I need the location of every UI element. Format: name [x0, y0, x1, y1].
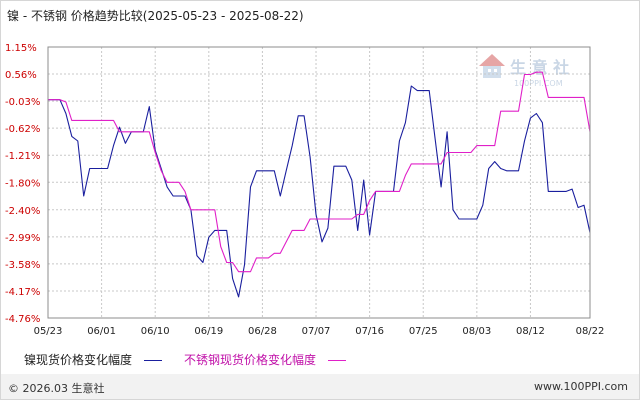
y-tick-label: -3.58% — [5, 260, 40, 271]
legend-nickel-swatch — [144, 360, 163, 361]
y-tick-label: -2.99% — [5, 233, 40, 244]
x-tick-label: 08/12 — [516, 326, 545, 337]
series-lines — [48, 71, 591, 298]
y-tick-label: -4.17% — [5, 287, 40, 298]
x-tick-label: 06/28 — [248, 326, 277, 337]
x-tick-label: 06/10 — [141, 326, 170, 337]
y-tick-label: -1.80% — [5, 178, 40, 189]
y-tick-label: 0.56% — [5, 70, 37, 81]
grid — [47, 46, 591, 319]
watermark-url: 100PPI.COM — [514, 79, 563, 88]
x-tick-label: 07/25 — [409, 326, 438, 337]
x-axis-ticks: 05/23 06/01 06/10 06/19 06/28 07/07 07/16 07/25… — [34, 326, 605, 337]
y-tick-label: 1.15% — [5, 43, 37, 54]
y-tick-label: -0.62% — [5, 124, 40, 135]
nickel-series-line — [48, 85, 591, 298]
x-tick-label: 07/16 — [355, 326, 384, 337]
x-tick-label: 06/01 — [87, 326, 116, 337]
legend-stainless: 不锈钢现货价格变化幅度 — [184, 351, 347, 368]
x-tick-label: 07/07 — [302, 326, 331, 337]
legend-stainless-label: 不锈钢现货价格变化幅度 — [184, 353, 317, 367]
x-tick-label: 05/23 — [34, 326, 63, 337]
y-tick-label: -4.76% — [5, 314, 40, 325]
chart-title: 镍 - 不锈钢 价格趋势比较(2025-05-23 - 2025-08-22) — [7, 9, 304, 23]
house-logo — [479, 54, 505, 78]
watermark-brand: 生 意 社 — [510, 58, 569, 77]
y-tick-label: -0.03% — [5, 97, 40, 108]
x-tick-label: 08/22 — [576, 326, 605, 337]
y-tick-label: -2.40% — [5, 206, 40, 217]
stainless-series-line — [48, 71, 591, 273]
legend-stainless-swatch — [328, 360, 347, 361]
website-link[interactable]: www.100PPI.com — [534, 380, 628, 393]
y-axis-ticks: 1.15% 0.56% -0.03% -0.62% -1.21% -1.80% -2.40%… — [5, 43, 40, 325]
copyright-text: © 2026.03 生意社 — [8, 382, 105, 395]
watermark: 生 意 社 100PPI.COM — [479, 54, 569, 88]
y-tick-label: -1.21% — [5, 151, 40, 162]
legend-nickel: 镍现货价格变化幅度 — [24, 351, 163, 368]
x-tick-label: 08/03 — [462, 326, 491, 337]
footer-band — [1, 374, 639, 399]
x-tick-label: 06/19 — [194, 326, 223, 337]
legend-nickel-label: 镍现货价格变化幅度 — [24, 353, 133, 367]
plot-area-border — [47, 46, 591, 319]
